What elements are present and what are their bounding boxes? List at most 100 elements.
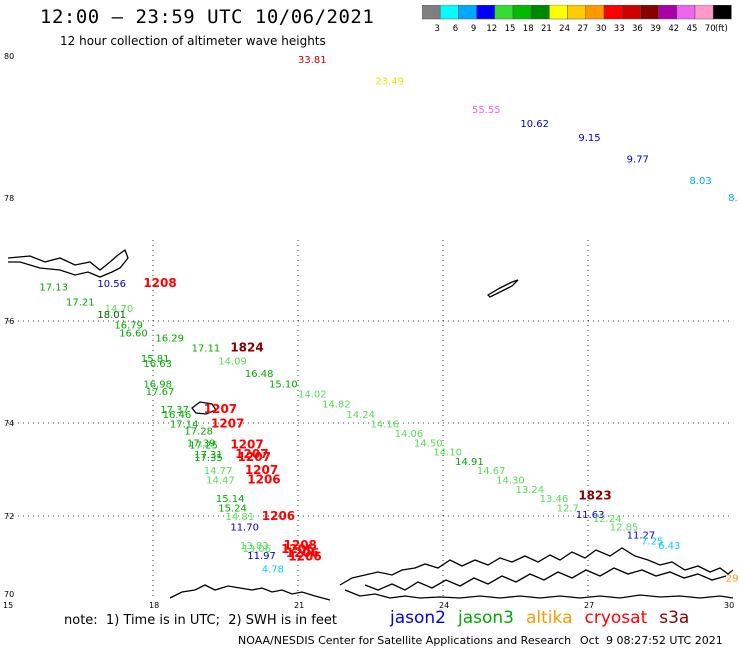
wave-height-label: 17.21 bbox=[66, 298, 95, 309]
wave-height-label: 13.46 bbox=[540, 494, 569, 505]
color-scale-label: 70 bbox=[705, 24, 716, 34]
wave-height-label: 10.62 bbox=[520, 119, 549, 130]
wave-height-label: 12.85 bbox=[610, 522, 639, 533]
wave-height-label: 9.15 bbox=[578, 133, 600, 144]
color-scale-unit: (ft) bbox=[715, 24, 728, 34]
time-label: 1824 bbox=[230, 341, 263, 355]
time-label: 1208 bbox=[143, 276, 176, 290]
color-swatch bbox=[476, 5, 496, 20]
color-scale-label: 45 bbox=[687, 24, 698, 34]
time-label: 1206 bbox=[262, 509, 295, 523]
color-scale: 3 6 9 12 15 18 21 24 27 30 33 36 39 42 45 70 (ft) bbox=[422, 5, 732, 34]
wave-height-label: 17.37 bbox=[160, 405, 189, 416]
wave-height-label: 14.81 bbox=[226, 512, 255, 523]
wave-height-label: 17.28 bbox=[184, 427, 213, 438]
wave-height-label: 14.67 bbox=[477, 466, 506, 477]
lon-tick-label: 21 bbox=[294, 601, 304, 610]
wave-height-label: 17.35 bbox=[194, 453, 223, 464]
wave-height-label: 6.43 bbox=[658, 541, 680, 552]
lon-tick-label: 15 bbox=[3, 601, 13, 610]
color-scale-label: 36 bbox=[632, 24, 643, 34]
color-scale-label: 33 bbox=[614, 24, 625, 34]
wave-height-label: 14.70 bbox=[105, 304, 134, 315]
wave-height-label: 23.49 bbox=[375, 76, 404, 87]
wave-height-label: 16.63 bbox=[143, 359, 172, 370]
coastline-hopen bbox=[486, 279, 519, 298]
wave-height-label: 18.01 bbox=[97, 310, 126, 321]
satellite-name-s3a: s3a bbox=[659, 608, 690, 628]
lon-tick-label: 27 bbox=[584, 601, 594, 610]
wave-height-label: 17.25 bbox=[189, 441, 218, 452]
color-swatch bbox=[512, 5, 532, 20]
lat-tick-label: 76 bbox=[4, 317, 14, 326]
wave-height-label: 12.7 bbox=[557, 503, 579, 514]
color-scale-label: 18 bbox=[523, 24, 534, 34]
lat-tick-label: 72 bbox=[4, 512, 14, 521]
lat-tick-label: 74 bbox=[4, 419, 14, 428]
coastline-svalbard bbox=[7, 248, 129, 278]
wave-height-label: 29 bbox=[726, 574, 739, 585]
color-swatch bbox=[422, 5, 441, 20]
lat-tick-label: 78 bbox=[4, 194, 14, 203]
wave-height-label: 11.97 bbox=[247, 551, 276, 562]
page-title: 12:00 – 23:59 UTC 10/06/2021 bbox=[40, 6, 375, 28]
footer-date: Oct 9 08:27:52 UTC 2021 bbox=[580, 634, 723, 647]
time-label: 1208 bbox=[284, 538, 317, 552]
color-scale-label: 9 bbox=[471, 24, 476, 34]
time-label: 1207 bbox=[238, 450, 271, 464]
lon-tick-label: 24 bbox=[439, 601, 449, 610]
wave-height-label: 15.81 bbox=[141, 354, 170, 365]
wave-height-label: 14.91 bbox=[455, 457, 484, 468]
time-label: 1206 bbox=[286, 546, 319, 560]
wave-height-label: 14.10 bbox=[433, 448, 462, 459]
wave-height-label: 14.09 bbox=[218, 356, 247, 367]
satellite-name-jason3: jason3 bbox=[458, 608, 514, 628]
satellite-name-cryosat: cryosat bbox=[584, 608, 648, 628]
time-label: 1207 bbox=[245, 463, 278, 477]
time-label: 1207 bbox=[235, 447, 268, 461]
wave-height-label: 11.63 bbox=[576, 510, 605, 521]
wave-height-label: 10.56 bbox=[97, 279, 126, 290]
wave-height-label: 15.14 bbox=[216, 494, 245, 505]
time-label: 1206 bbox=[288, 549, 321, 563]
coastline-bear-island bbox=[191, 401, 217, 415]
wave-height-label: 17.67 bbox=[146, 387, 175, 398]
wave-height-label: 14.82 bbox=[322, 400, 351, 411]
wave-height-label: 11.27 bbox=[627, 531, 656, 542]
time-label: 1207 bbox=[204, 402, 237, 416]
lon-tick-label: 30 bbox=[724, 601, 734, 610]
wave-height-label: 14.24 bbox=[346, 410, 375, 421]
wave-height-label: 33.81 bbox=[298, 55, 327, 66]
satellite-name-altika: altika bbox=[526, 608, 573, 628]
wave-height-label: 16.29 bbox=[155, 333, 184, 344]
wave-height-label: 13.83 bbox=[240, 541, 269, 552]
color-scale-label: 3 bbox=[434, 24, 439, 34]
color-swatch bbox=[530, 5, 550, 20]
wave-height-label: 16.46 bbox=[163, 410, 192, 421]
wave-height-label: 15.10 bbox=[269, 379, 298, 390]
time-label: 1823 bbox=[578, 489, 611, 503]
wave-height-label: 14.47 bbox=[206, 475, 235, 486]
wave-height-label: 4.78 bbox=[262, 565, 284, 576]
wave-height-label: 11.70 bbox=[230, 522, 259, 533]
color-swatch bbox=[549, 5, 568, 20]
wave-height-label: 12.24 bbox=[593, 514, 622, 525]
wave-height-label: 14.02 bbox=[298, 390, 327, 401]
time-label: 1206 bbox=[281, 542, 314, 556]
wave-height-label: 17.14 bbox=[170, 420, 199, 431]
color-scale-label: 30 bbox=[596, 24, 607, 34]
observations-layer: 33.81 23.49 55.55 10.62 9.15 9.77 8.03 8. 17.13 1… bbox=[39, 55, 739, 585]
wave-height-label: 17.13 bbox=[39, 282, 68, 293]
page-subtitle: 12 hour collection of altimeter wave hei… bbox=[60, 34, 326, 48]
color-swatch bbox=[494, 5, 514, 20]
wave-height-label: 17.31 bbox=[194, 450, 223, 461]
color-scale-label: 15 bbox=[505, 24, 516, 34]
color-swatch bbox=[585, 5, 605, 20]
wave-height-label: 14.16 bbox=[371, 420, 400, 431]
color-scale-label: 24 bbox=[559, 24, 570, 34]
wave-height-label: 7.25 bbox=[641, 537, 663, 548]
wave-height-label: 17.39 bbox=[187, 438, 216, 449]
wave-height-label: 16.48 bbox=[245, 369, 274, 380]
color-scale-label: 42 bbox=[668, 24, 679, 34]
